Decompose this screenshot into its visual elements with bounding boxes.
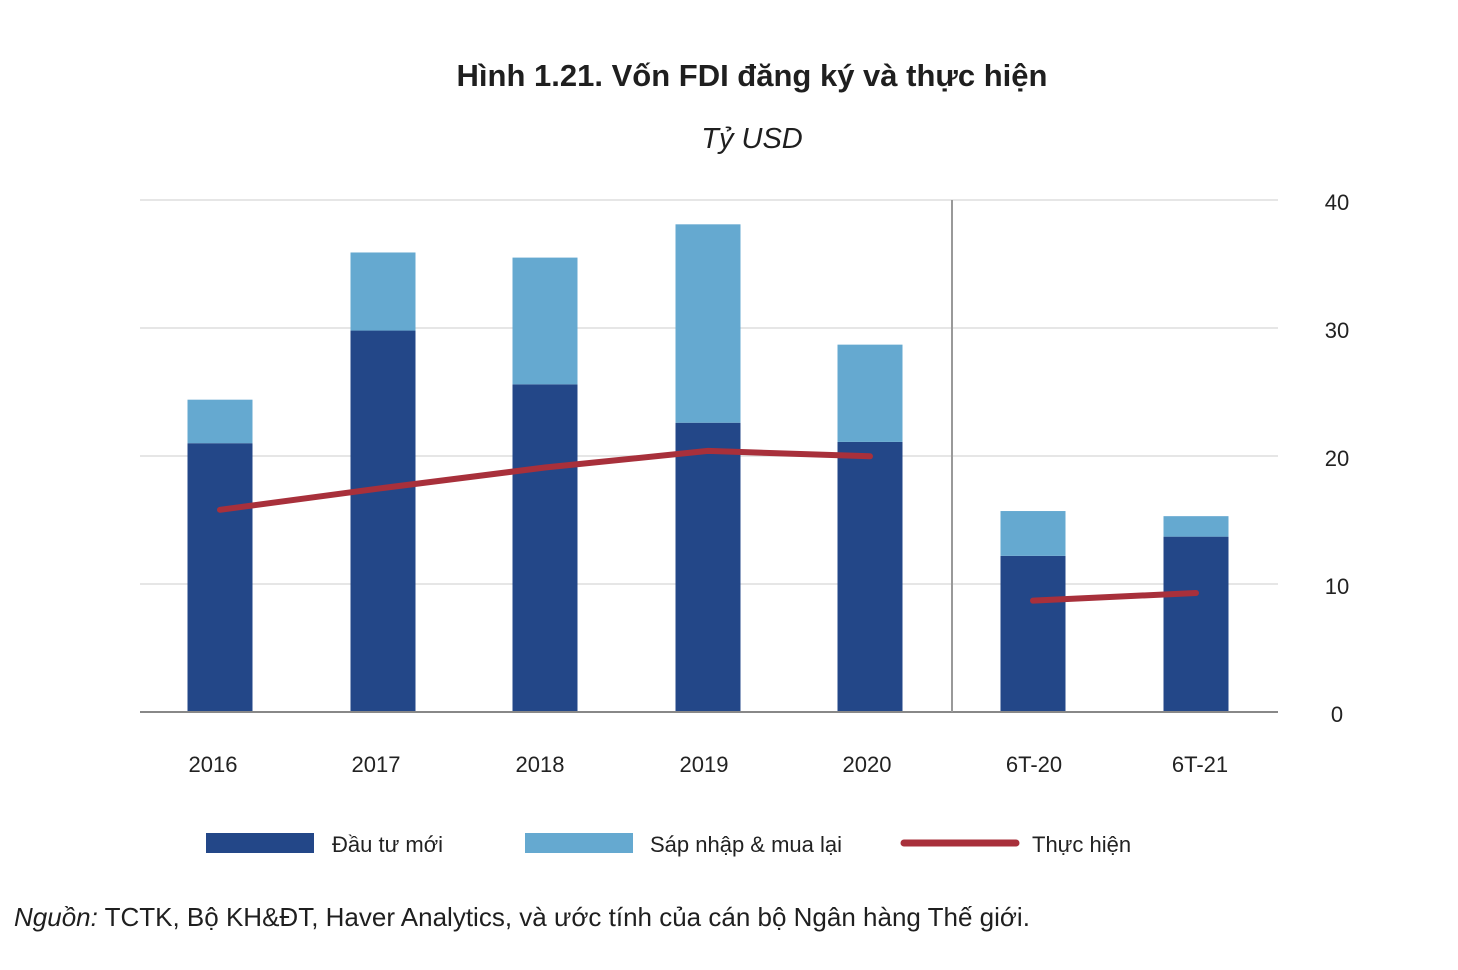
x-tick-label-6T-20: 6T-20 [1006,752,1062,777]
source-body: TCTK, Bộ KH&ĐT, Haver Analytics, và ước … [98,902,1030,932]
bar-ma-2020 [837,344,903,442]
x-axis-labels: 2016 2017 2018 2019 2020 6T-20 6T-21 [189,752,1229,777]
bar-ma-2017 [350,252,416,331]
x-tick-label-2019: 2019 [680,752,729,777]
legend-label-disbursed: Thực hiện [1032,832,1131,857]
y-tick-label-20: 20 [1325,446,1349,471]
chart-title: Hình 1.21. Vốn FDI đăng ký và thực hiện [457,58,1048,93]
bar-new-investment-2017 [350,330,416,712]
x-tick-label-6T-21: 6T-21 [1172,752,1228,777]
source-lead: Nguồn: [14,902,98,932]
bar-new-investment-6T-21 [1163,536,1229,712]
x-tick-label-2016: 2016 [189,752,238,777]
legend-label-ma: Sáp nhập & mua lại [650,832,842,857]
y-axis-labels: 0 10 20 30 40 [1325,190,1349,727]
legend-swatch-ma [525,833,633,853]
disbursed-line [217,447,1199,604]
bar-new-investment-6T-20 [1000,555,1066,712]
x-tick-label-2020: 2020 [843,752,892,777]
y-tick-label-10: 10 [1325,574,1349,599]
y-tick-label-30: 30 [1325,318,1349,343]
line-disbursed-segment-2 [1030,590,1199,604]
bar-new-investment-2020 [837,441,903,712]
bars [187,224,1229,712]
legend-label-new-investment: Đầu tư mới [332,832,443,857]
bar-ma-2018 [512,257,578,385]
source-note: Nguồn: TCTK, Bộ KH&ĐT, Haver Analytics, … [14,902,1030,932]
legend-swatch-new-investment [206,833,314,853]
bar-new-investment-2018 [512,384,578,712]
x-tick-label-2018: 2018 [516,752,565,777]
bar-ma-2016 [187,399,253,444]
bar-ma-2019 [675,224,741,423]
bar-new-investment-2019 [675,422,741,712]
y-tick-label-40: 40 [1325,190,1349,215]
line-disbursed-segment-1 [217,447,873,513]
bar-new-investment-2016 [187,443,253,712]
chart-unit: Tỷ USD [701,123,803,155]
axes [140,200,1278,713]
bar-ma-6T-21 [1163,516,1229,537]
y-tick-label-0: 0 [1331,702,1343,727]
x-tick-label-2017: 2017 [352,752,401,777]
bar-ma-6T-20 [1000,511,1066,556]
legend: Đầu tư mới Sáp nhập & mua lại Thực hiện [206,832,1131,857]
